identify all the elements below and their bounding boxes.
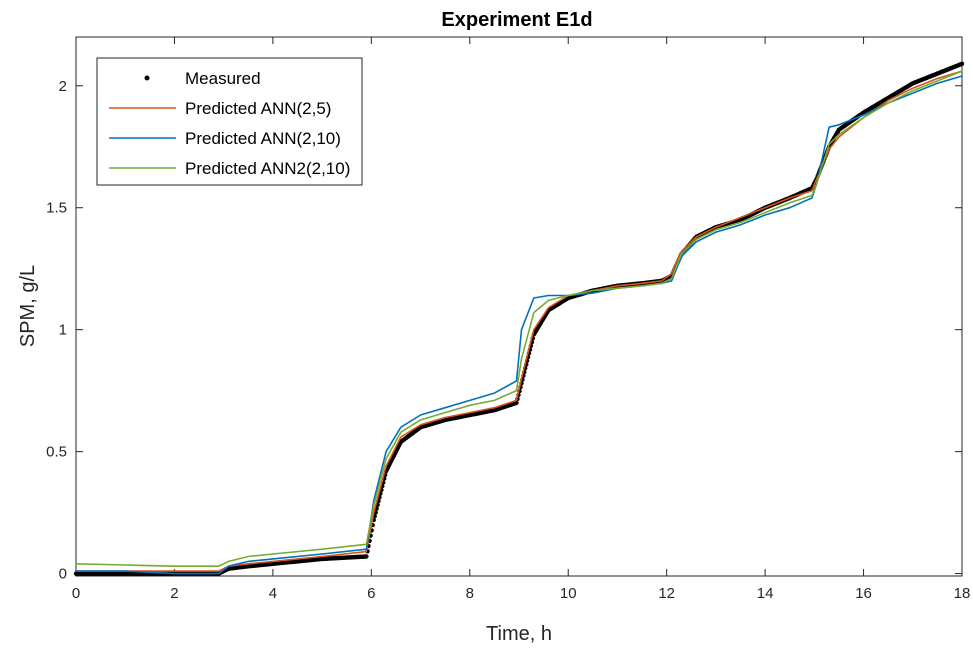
- x-tick-label: 10: [560, 585, 577, 602]
- y-axis-title: SPM, g/L: [17, 265, 39, 347]
- x-tick-label: 12: [658, 585, 675, 602]
- x-tick-label: 8: [466, 585, 474, 602]
- y-tick-label: 1: [59, 322, 67, 339]
- measured-point: [959, 61, 965, 66]
- y-tick-label: 0: [59, 566, 67, 583]
- legend-label: Predicted ANN(2,10): [185, 129, 341, 148]
- legend-label: Predicted ANN2(2,10): [185, 159, 350, 178]
- series-layer: [73, 61, 965, 576]
- measured-point: [514, 400, 519, 405]
- x-tick-label: 2: [170, 585, 178, 602]
- x-tick-label: 14: [757, 585, 774, 602]
- y-axis: 0 0.5 1 1.5 2: [46, 78, 962, 583]
- legend-label: Predicted ANN(2,5): [185, 99, 331, 118]
- legend-label: Measured: [185, 69, 261, 88]
- x-tick-label: 0: [72, 585, 80, 602]
- y-tick-label: 1.5: [46, 200, 67, 217]
- measured-point: [364, 554, 369, 559]
- x-tick-label: 18: [954, 585, 971, 602]
- x-axis-title: Time, h: [486, 623, 552, 645]
- legend-box: [96, 57, 363, 186]
- x-tick-label: 6: [367, 585, 375, 602]
- chart-title: Experiment E1d: [441, 9, 592, 31]
- y-tick-label: 2: [59, 78, 67, 95]
- series-line-predicted-ann2-2-10: [75, 70, 963, 567]
- x-tick-label: 16: [855, 585, 872, 602]
- y-tick-label: 0.5: [46, 444, 67, 461]
- x-tick-label: 4: [269, 585, 277, 602]
- legend: Measured Predicted ANN(2,5) Predicted ANN(…: [96, 57, 363, 186]
- x-axis: 0 2 4 6 8 10 12 14 16 18: [72, 37, 971, 602]
- legend-marker: [144, 75, 150, 81]
